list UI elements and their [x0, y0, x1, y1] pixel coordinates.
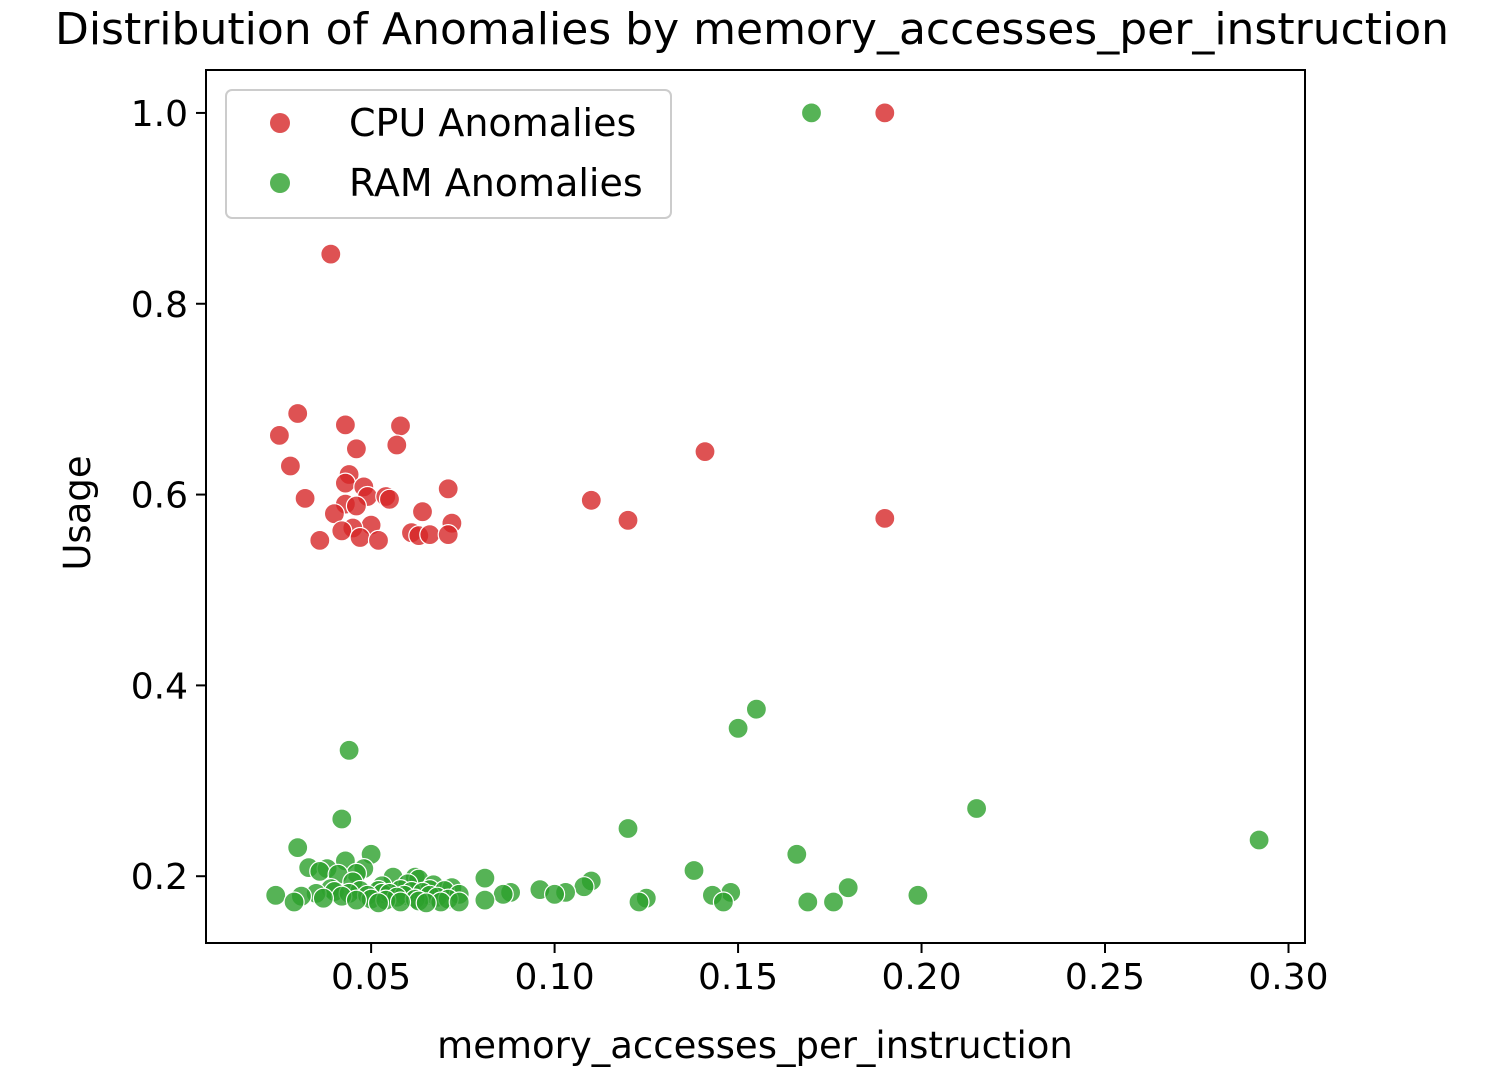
plot-frame — [205, 69, 1306, 944]
data-point-ram-anomalies — [573, 876, 595, 898]
data-point-cpu-anomalies — [345, 495, 367, 517]
y-axis-ticks: 0.2 0.4 0.6 0.8 1.0 — [131, 94, 206, 898]
x-axis-label: memory_accesses_per_instruction — [437, 1024, 1073, 1067]
data-point-cpu-anomalies — [437, 523, 459, 546]
data-point-cpu-anomalies — [331, 520, 353, 542]
data-point-ram-anomalies — [338, 739, 360, 761]
data-point-ram-anomalies — [712, 891, 735, 913]
data-point-cpu-anomalies — [309, 529, 331, 552]
legend: CPU Anomalies RAM Anomalies — [225, 89, 672, 219]
data-point-ram-anomalies — [474, 889, 496, 911]
data-point-cpu-anomalies — [334, 472, 356, 494]
data-point-cpu-anomalies — [268, 424, 290, 446]
data-point-cpu-anomalies — [287, 402, 309, 425]
legend-label-cpu: CPU Anomalies — [349, 101, 636, 145]
legend-marker-cpu — [270, 113, 290, 133]
y-tick-label: 0.4 — [131, 666, 188, 707]
data-points — [265, 102, 1270, 914]
data-point-ram-anomalies — [287, 836, 309, 859]
data-point-cpu-anomalies — [349, 526, 371, 549]
data-point-cpu-anomalies — [694, 441, 716, 463]
data-point-ram-anomalies — [745, 698, 768, 720]
y-axis-label: Usage — [56, 455, 99, 570]
data-point-cpu-anomalies — [279, 455, 301, 477]
data-point-ram-anomalies — [683, 859, 705, 882]
legend-label-ram: RAM Anomalies — [349, 161, 643, 205]
data-point-ram-anomalies — [331, 808, 353, 830]
y-tick-label: 0.6 — [131, 476, 188, 517]
x-axis-ticks: 0.05 0.10 0.15 0.20 0.25 0.30 — [331, 943, 1329, 998]
data-point-ram-anomalies — [617, 817, 639, 840]
data-point-cpu-anomalies — [874, 507, 896, 530]
data-point-cpu-anomalies — [874, 102, 896, 124]
x-tick-label: 0.25 — [1065, 957, 1145, 998]
data-point-ram-anomalies — [415, 892, 437, 914]
data-point-cpu-anomalies — [367, 529, 390, 552]
x-tick-label: 0.20 — [881, 957, 961, 998]
x-tick-label: 0.15 — [698, 957, 778, 998]
data-point-ram-anomalies — [312, 887, 334, 909]
data-point-cpu-anomalies — [378, 488, 401, 510]
data-point-ram-anomalies — [283, 891, 305, 913]
series-ram-anomalies — [265, 102, 1270, 914]
data-point-cpu-anomalies — [580, 489, 602, 511]
x-tick-label: 0.30 — [1248, 957, 1328, 998]
data-point-cpu-anomalies — [334, 414, 356, 436]
data-point-cpu-anomalies — [411, 501, 434, 523]
data-point-ram-anomalies — [907, 884, 929, 906]
data-point-ram-anomalies — [822, 891, 845, 913]
data-point-ram-anomalies — [309, 860, 331, 883]
data-point-cpu-anomalies — [617, 509, 639, 531]
legend-marker-ram — [270, 173, 290, 193]
data-point-ram-anomalies — [797, 891, 819, 913]
legend-box — [225, 89, 672, 219]
data-point-ram-anomalies — [448, 891, 470, 913]
data-point-ram-anomalies — [965, 797, 988, 820]
data-point-ram-anomalies — [727, 717, 749, 739]
y-tick-label: 1.0 — [131, 94, 188, 135]
x-tick-label: 0.10 — [515, 957, 595, 998]
data-point-cpu-anomalies — [437, 478, 459, 500]
data-point-ram-anomalies — [628, 891, 650, 913]
data-point-ram-anomalies — [474, 867, 496, 889]
data-point-cpu-anomalies — [320, 243, 342, 265]
chart-title: Distribution of Anomalies by memory_acce… — [55, 4, 1449, 55]
data-point-ram-anomalies — [800, 102, 823, 124]
data-point-ram-anomalies — [345, 889, 367, 911]
data-point-ram-anomalies — [543, 883, 566, 905]
data-point-cpu-anomalies — [294, 487, 316, 509]
data-point-cpu-anomalies — [386, 434, 408, 456]
data-point-ram-anomalies — [786, 843, 808, 865]
data-point-cpu-anomalies — [389, 415, 412, 437]
data-point-ram-anomalies — [837, 877, 859, 899]
data-point-ram-anomalies — [389, 891, 412, 913]
data-point-cpu-anomalies — [345, 438, 367, 460]
data-point-ram-anomalies — [265, 884, 287, 906]
data-point-ram-anomalies — [492, 883, 514, 905]
data-point-ram-anomalies — [1248, 829, 1270, 851]
x-tick-label: 0.05 — [331, 957, 411, 998]
y-tick-label: 0.8 — [131, 285, 188, 326]
y-tick-label: 0.2 — [131, 857, 188, 898]
data-point-cpu-anomalies — [419, 523, 441, 546]
data-point-ram-anomalies — [367, 892, 390, 914]
series-cpu-anomalies — [268, 102, 896, 552]
